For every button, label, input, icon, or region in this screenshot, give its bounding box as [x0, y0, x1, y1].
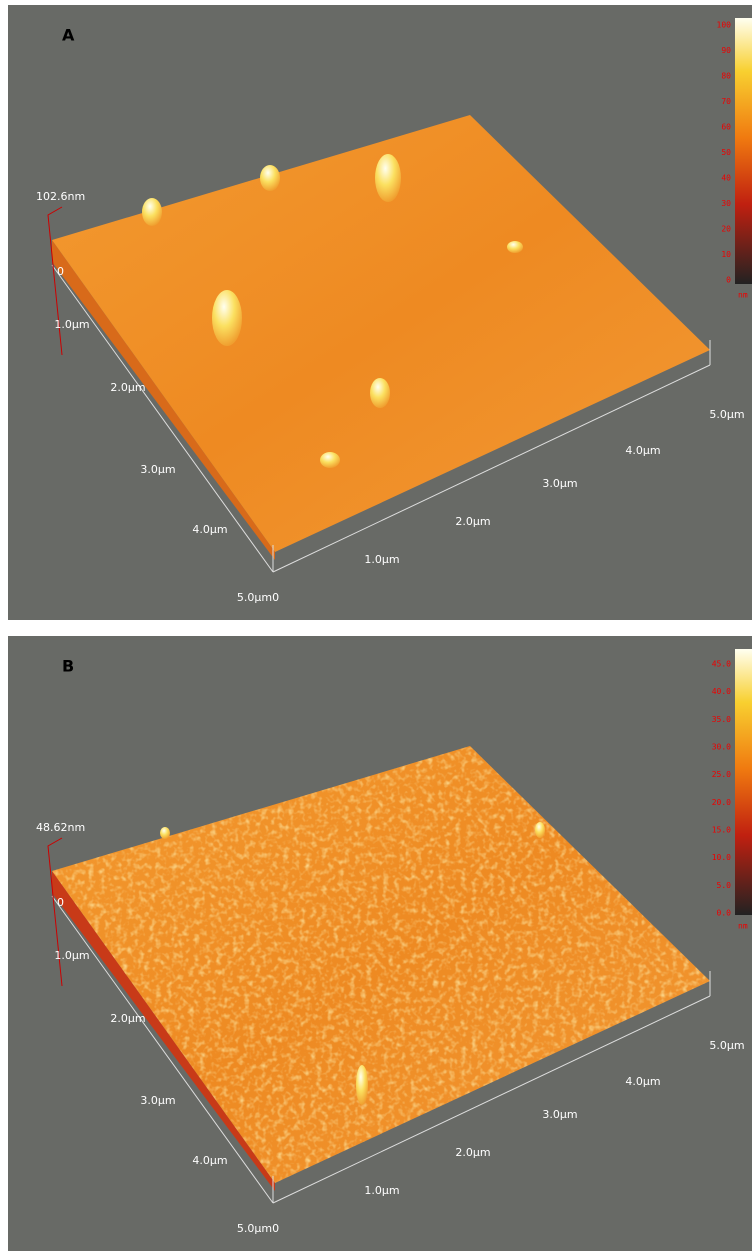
axis-tick-label: 3.0µm	[140, 463, 175, 476]
surface-peak	[375, 154, 401, 202]
axis-tick-label: 2.0µm	[455, 1146, 490, 1159]
colorbar-tick-label: 30.0	[712, 743, 731, 752]
surface-peak	[507, 241, 523, 253]
axis-tick-label: 1.0µm	[364, 553, 399, 566]
panel-label: A	[62, 26, 75, 45]
axis-tick-label: 5.0µm	[709, 1039, 744, 1052]
surface-peak	[320, 452, 340, 468]
surface-peak	[370, 378, 390, 408]
colorbar-tick-label: 20.0	[712, 798, 731, 807]
colorbar	[735, 649, 752, 915]
axis-tick-label: 3.0µm	[542, 477, 577, 490]
axis-tick-label: 2.0µm	[110, 1012, 145, 1025]
colorbar	[735, 18, 752, 284]
axis-tick-label: 4.0µm	[192, 523, 227, 536]
surface-peak	[356, 1065, 368, 1105]
axis-tick-label: 1.0µm	[364, 1184, 399, 1197]
colorbar-tick-label: 70	[721, 97, 731, 106]
colorbar-tick-label: 0.0	[717, 909, 732, 918]
colorbar-tick-label: 30	[721, 199, 731, 208]
afm-panel: A102.6nm01.0µm2.0µm3.0µm4.0µm5.0µm01.0µm…	[8, 5, 752, 620]
colorbar-tick-label: 90	[721, 46, 731, 55]
axis-tick-label: 5.0µm	[709, 408, 744, 421]
colorbar-tick-label: 0	[726, 276, 731, 285]
colorbar-tick-label: 5.0	[717, 881, 732, 890]
colorbar-tick-label: 40.0	[712, 687, 731, 696]
colorbar-tick-label: 10.0	[712, 853, 731, 862]
colorbar-tick-label: 35.0	[712, 715, 731, 724]
axis-tick-label: 3.0µm	[542, 1108, 577, 1121]
colorbar-tick-label: 45.0	[712, 660, 731, 669]
colorbar-tick-label: 80	[721, 72, 731, 81]
colorbar-tick-label: 15.0	[712, 826, 731, 835]
colorbar-unit: nm	[738, 922, 748, 931]
afm-panel: B 48.62nm 0 1.0µm 2.0µm 3.0µm 4.0µm 5.0µm0 1.0µm…	[8, 636, 752, 1251]
colorbar-tick-label: 20	[721, 225, 731, 234]
axis-tick-label: 2.0µm	[455, 515, 490, 528]
surface-peak	[142, 198, 162, 226]
z-scale-label: 48.62nm	[36, 821, 85, 834]
axis-tick-label: 1.0µm	[54, 318, 89, 331]
axis-tick-label: 4.0µm	[625, 1075, 660, 1088]
figure: A102.6nm01.0µm2.0µm3.0µm4.0µm5.0µm01.0µm…	[0, 0, 752, 1253]
surface-peak	[160, 827, 170, 839]
axis-tick-label: 5.0µm0	[237, 591, 279, 604]
panel-label: B	[62, 657, 74, 676]
axis-tick-label: 5.0µm0	[237, 1222, 279, 1235]
axis-tick-label: 0	[57, 265, 64, 278]
surface-peak	[260, 165, 280, 191]
colorbar-tick-label: 100	[717, 21, 732, 30]
colorbar-tick-label: 10	[721, 250, 731, 259]
axis-tick-label: 3.0µm	[140, 1094, 175, 1107]
colorbar-unit: nm	[738, 291, 748, 300]
z-scale-label: 102.6nm	[36, 190, 85, 203]
axis-tick-label: 4.0µm	[625, 444, 660, 457]
colorbar-tick-label: 40	[721, 174, 731, 183]
colorbar-tick-label: 60	[721, 123, 731, 132]
axis-tick-label: 4.0µm	[192, 1154, 227, 1167]
axis-tick-label: 1.0µm	[54, 949, 89, 962]
surface-peak	[535, 822, 545, 838]
colorbar-tick-label: 25.0	[712, 770, 731, 779]
surface-peak	[212, 290, 242, 346]
colorbar-tick-label: 50	[721, 148, 731, 157]
axis-tick-label: 0	[57, 896, 64, 909]
axis-tick-label: 2.0µm	[110, 381, 145, 394]
